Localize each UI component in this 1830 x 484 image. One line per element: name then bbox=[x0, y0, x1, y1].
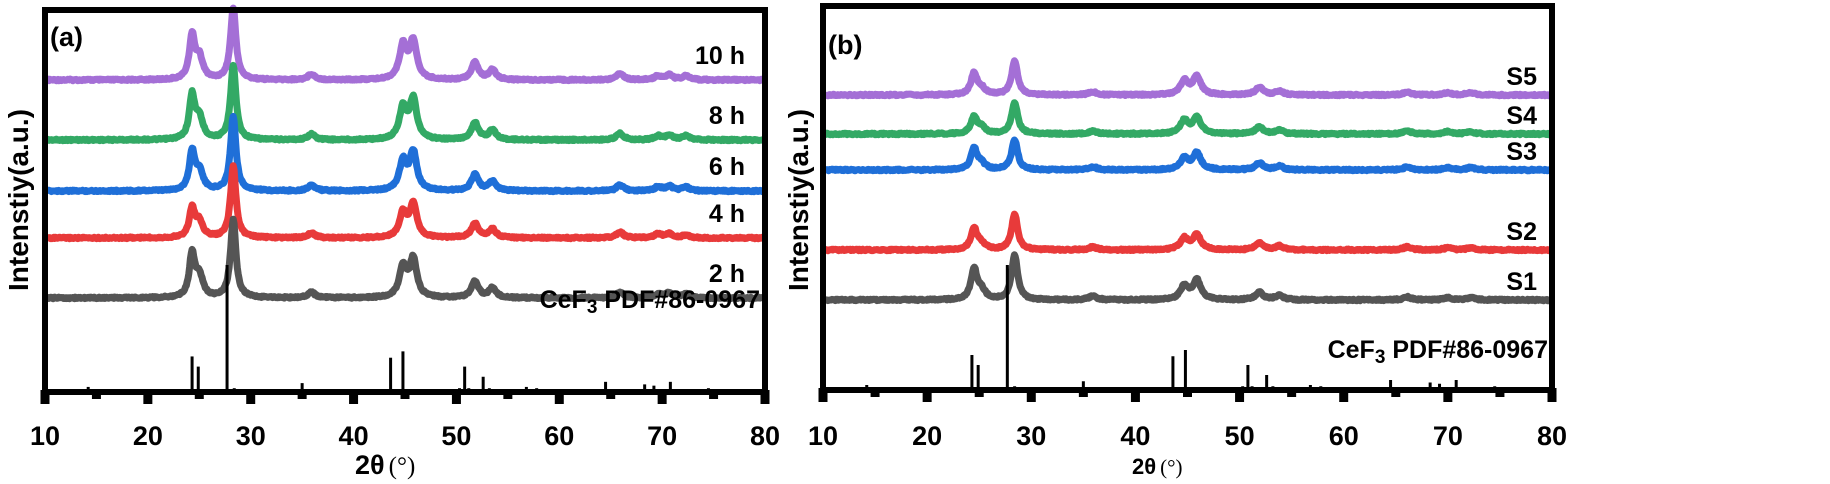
x-ticks-a bbox=[40, 390, 770, 404]
series-label-s4: S4 bbox=[1506, 102, 1537, 130]
x-tick-labels-a: 10 20 30 40 50 60 70 80 bbox=[30, 421, 780, 451]
series-label-10h: 10 h bbox=[695, 42, 745, 70]
x-tick-label: 50 bbox=[441, 421, 471, 451]
x-ticks-b bbox=[818, 388, 1557, 402]
series-labels-b: S5 S4 S3 S2 S1 bbox=[1506, 63, 1537, 296]
panel-a: Intenstiy(a.u.) (a) 10 h 8 h 6 h 4 h 2 h CeF… bbox=[3, 4, 780, 480]
trace-s1 bbox=[822, 251, 1555, 305]
trace-4h bbox=[44, 162, 768, 243]
x-tick-labels-b: 10 20 30 40 50 60 70 80 bbox=[808, 421, 1567, 451]
trace-s5 bbox=[822, 57, 1555, 100]
y-axis-label-b: Intenstiy(a.u.) bbox=[783, 109, 814, 291]
y-axis-label-a: Intenstiy(a.u.) bbox=[3, 109, 34, 291]
x-tick-label: 30 bbox=[236, 421, 266, 451]
x-tick-label: 40 bbox=[1120, 421, 1150, 451]
traces-a bbox=[44, 4, 768, 303]
trace-s4 bbox=[822, 99, 1555, 139]
trace-6h bbox=[44, 112, 768, 196]
panel-label-b: (b) bbox=[828, 30, 862, 60]
x-tick-label: 40 bbox=[339, 421, 369, 451]
series-labels-a: 10 h 8 h 6 h 4 h 2 h bbox=[695, 42, 745, 288]
panel-b: Intenstiy(a.u.) (b) S5 S4 S3 S2 S1 CeF3 PDF#… bbox=[783, 3, 1567, 479]
x-tick-label: 70 bbox=[647, 421, 677, 451]
x-tick-label: 60 bbox=[544, 421, 574, 451]
trace-s3 bbox=[822, 136, 1555, 175]
traces-b bbox=[822, 57, 1555, 305]
x-tick-label: 80 bbox=[1537, 421, 1567, 451]
x-tick-label: 70 bbox=[1433, 421, 1463, 451]
panel-label-a: (a) bbox=[50, 22, 83, 52]
plot-frame-b bbox=[820, 3, 1555, 393]
x-tick-label: 20 bbox=[133, 421, 163, 451]
series-label-s1: S1 bbox=[1506, 268, 1537, 296]
series-label-8h: 8 h bbox=[709, 102, 745, 130]
series-label-s5: S5 bbox=[1506, 63, 1537, 91]
x-tick-label: 30 bbox=[1016, 421, 1046, 451]
reference-label-a: CeF3 PDF#86-0967 bbox=[540, 286, 760, 318]
series-label-2h: 2 h bbox=[709, 260, 745, 288]
x-tick-label: 80 bbox=[750, 421, 780, 451]
trace-8h bbox=[44, 61, 768, 145]
x-tick-label: 10 bbox=[808, 421, 838, 451]
reference-label-b: CeF3 PDF#86-0967 bbox=[1328, 336, 1548, 368]
trace-10h bbox=[44, 4, 768, 85]
trace-s2 bbox=[822, 210, 1555, 255]
series-label-4h: 4 h bbox=[709, 200, 745, 228]
series-label-6h: 6 h bbox=[709, 153, 745, 181]
x-tick-label: 10 bbox=[30, 421, 60, 451]
plot-frame-a bbox=[42, 7, 768, 395]
series-label-s2: S2 bbox=[1506, 218, 1537, 246]
x-tick-label: 60 bbox=[1329, 421, 1359, 451]
x-tick-label: 50 bbox=[1225, 421, 1255, 451]
x-axis-label-a: 2θ (°) bbox=[355, 450, 415, 480]
trace-2h bbox=[44, 215, 768, 303]
series-label-s3: S3 bbox=[1506, 138, 1537, 166]
x-tick-label: 20 bbox=[912, 421, 942, 451]
x-axis-label-b: 2θ (°) bbox=[1132, 454, 1183, 479]
